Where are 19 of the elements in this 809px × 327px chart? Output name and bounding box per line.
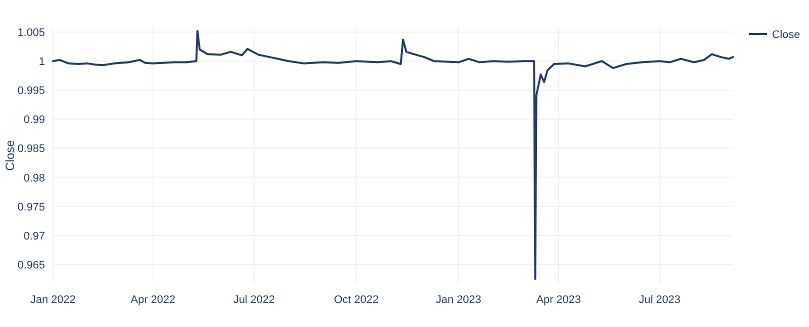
y-tick-label: 0.995 — [17, 85, 45, 98]
x-tick-label: Oct 2022 — [334, 294, 379, 306]
x-tick-label: Jul 2023 — [638, 294, 680, 306]
x-tick-label: Jan 2022 — [30, 294, 76, 306]
y-tick-label: 0.99 — [24, 114, 45, 126]
x-tick-label: Apr 2023 — [536, 294, 581, 306]
legend-label: Close — [772, 29, 800, 41]
y-tick-label: 0.97 — [24, 230, 45, 242]
y-tick-label: 0.985 — [17, 143, 45, 156]
y-tick-label: 0.98 — [24, 172, 45, 184]
y-tick-label: 1.005 — [17, 27, 45, 40]
x-tick-label: Jul 2022 — [233, 294, 275, 306]
line-series — [52, 30, 734, 280]
x-tick-label: Apr 2022 — [130, 294, 176, 306]
x-tick-label: Jan 2023 — [436, 294, 482, 306]
y-tick-label: 1 — [38, 56, 45, 68]
y-tick-label: 0.975 — [17, 201, 45, 214]
y-tick-label: 0.965 — [17, 259, 45, 272]
y-axis-title: Close — [3, 140, 17, 171]
